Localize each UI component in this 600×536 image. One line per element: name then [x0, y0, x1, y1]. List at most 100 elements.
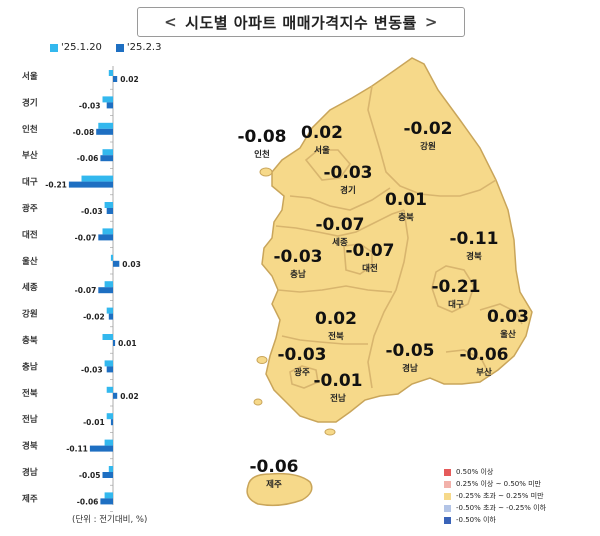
bar-series2: [113, 260, 120, 267]
bar-series2: [113, 392, 118, 399]
legend-label-series1: '25.1.20: [61, 42, 102, 53]
legend-item-series2: '25.2.3: [115, 42, 162, 53]
island-shape: [259, 167, 273, 177]
map-region-label: 대전: [362, 263, 378, 274]
value-label: 0.02: [120, 392, 139, 401]
korea-map: [246, 57, 533, 507]
bar-series1: [108, 70, 113, 76]
map-region-label: 전북: [328, 331, 344, 342]
bar-series2: [110, 419, 113, 426]
chart-title: 시도별 아파트 매매가격지수 변동률: [185, 13, 417, 32]
legend-swatch-series2: [115, 43, 124, 52]
map-legend-label: -0.50% 이하: [456, 516, 496, 524]
value-label: 0.03: [122, 260, 141, 269]
map-region-label: 서울: [314, 145, 330, 156]
bar-chart: 서울 0.02 경기 -0.03 인천 -0.08 부산 -0.06 대구 -0.21 광주 -0.0…: [22, 66, 141, 512]
legend-label-series2: '25.2.3: [126, 42, 162, 53]
map-value-label: -0.21: [432, 277, 481, 297]
island-shape: [253, 398, 263, 406]
bar-series1: [104, 202, 113, 208]
map-region-label: 충북: [398, 212, 414, 223]
bar-series1: [104, 281, 113, 288]
value-label: -0.05: [79, 471, 101, 480]
bar-series2: [113, 340, 116, 346]
bar-series1: [104, 360, 113, 367]
map-region-label: 경남: [402, 363, 418, 374]
bar-series1: [108, 466, 113, 472]
map-region-label: 경북: [466, 251, 482, 262]
map-value-label: -0.02: [404, 119, 453, 139]
bar-series1: [102, 334, 113, 340]
bar-series1: [104, 439, 113, 446]
map-legend-swatch: [444, 468, 451, 476]
map-value-label: 0.02: [315, 309, 357, 329]
value-label: 0.02: [120, 75, 139, 84]
map-legend-label: -0.25% 초과 ~ 0.25% 미만: [456, 492, 544, 500]
mainland-shape: [261, 57, 533, 423]
map-legend-item: 0.25% 이상 ~ 0.50% 미만: [444, 478, 588, 490]
bar-series2: [89, 445, 113, 452]
category-label: 대구: [22, 177, 38, 188]
bar-series2: [100, 155, 113, 162]
value-label: -0.06: [77, 154, 99, 163]
map-legend-swatch: [444, 504, 451, 512]
map-value-label: -0.03: [278, 345, 327, 365]
map-value-label: -0.07: [346, 241, 395, 261]
title-right-mark: >: [424, 13, 438, 31]
map-value-label: -0.07: [316, 215, 365, 235]
category-label: 부산: [22, 150, 38, 161]
value-label: -0.11: [66, 445, 88, 454]
bar-series1: [106, 413, 113, 420]
legend-item-series1: '25.1.20: [50, 42, 102, 53]
bar-series2: [98, 234, 113, 241]
bar-series2: [113, 76, 118, 82]
map-region-label: 전남: [330, 393, 346, 404]
category-label: 경기: [22, 97, 38, 108]
category-label: 대전: [22, 229, 38, 240]
jeju-shape: [246, 472, 313, 507]
category-label: 인천: [22, 124, 38, 135]
map-legend-swatch: [444, 480, 451, 488]
category-label: 경북: [22, 441, 38, 452]
map-value-label: 0.01: [385, 190, 427, 210]
value-label: -0.03: [79, 101, 101, 110]
category-label: 충남: [22, 361, 38, 372]
map-value-label: -0.06: [460, 345, 509, 365]
title-left-mark: <: [164, 13, 178, 31]
map-region-label: 제주: [266, 479, 282, 490]
value-label: 0.01: [118, 339, 137, 348]
value-label: -0.08: [73, 128, 95, 137]
map-region-label: 세종: [332, 237, 348, 248]
map-region-label: 인천: [254, 149, 270, 160]
province-borders: [275, 85, 523, 389]
map-legend-item: 0.50% 이상: [444, 466, 588, 478]
bar-series2: [106, 366, 113, 373]
category-label: 전남: [22, 414, 38, 425]
category-label: 강원: [22, 309, 38, 320]
map-region-label: 대구: [448, 299, 464, 310]
map-legend-swatch: [444, 516, 451, 524]
value-label: -0.21: [45, 181, 67, 190]
bar-series2: [106, 102, 113, 109]
bar-series1: [81, 175, 113, 182]
map-region-label: 충남: [290, 269, 306, 280]
bar-series1: [110, 254, 113, 261]
bar-series1: [104, 492, 113, 499]
map-region-label: 울산: [500, 329, 516, 340]
category-label: 제주: [22, 493, 38, 504]
bar-series1: [102, 149, 113, 156]
map-legend-label: 0.50% 이상: [456, 468, 494, 476]
value-label: -0.07: [75, 233, 97, 242]
map-legend-label: -0.50% 초과 ~ -0.25% 이하: [456, 504, 547, 512]
island-shape: [324, 428, 336, 436]
map-value-label: -0.01: [314, 371, 363, 391]
map-legend-item: -0.50% 이하: [444, 514, 588, 526]
category-label: 울산: [22, 256, 38, 267]
bar-series2: [98, 287, 113, 294]
category-label: 충북: [22, 335, 38, 346]
bar-series2: [102, 472, 113, 478]
map-value-label: -0.08: [238, 127, 287, 147]
